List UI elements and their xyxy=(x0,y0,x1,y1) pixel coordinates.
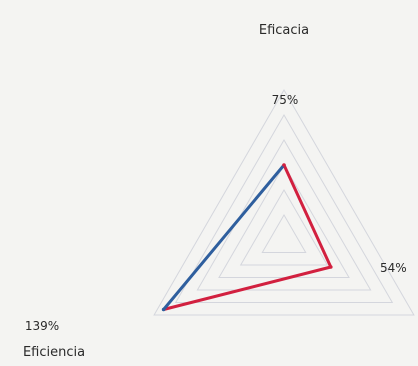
radar-ring xyxy=(239,188,329,266)
data-point-eficacia xyxy=(282,163,286,167)
radar-series xyxy=(161,163,333,312)
axis-label-eficacia: Eficacia xyxy=(259,23,309,38)
edge-eficacia-right xyxy=(282,163,333,269)
data-label-eficacia: 75% xyxy=(272,93,299,107)
data-point-right-axis xyxy=(329,265,333,269)
data-label-right-axis: 54% xyxy=(380,261,407,275)
data-label-eficiencia: 139% xyxy=(25,319,59,333)
edge-right-eficiencia xyxy=(162,265,333,311)
radar-ring xyxy=(174,114,394,303)
radar-ring xyxy=(153,88,415,316)
axis-label-eficiencia: Eficiencia xyxy=(23,345,85,360)
edge-eficiencia-eficacia xyxy=(162,163,286,311)
radar-grid xyxy=(153,88,415,316)
data-point-eficiencia xyxy=(161,307,166,312)
radar-ring xyxy=(261,214,307,253)
radar-labels: Eficacia 75% 54% 139% Eficiencia xyxy=(23,23,407,360)
